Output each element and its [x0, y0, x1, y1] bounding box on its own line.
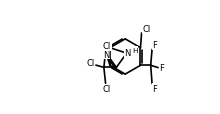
Text: F: F [152, 84, 157, 93]
Text: Cl: Cl [142, 25, 150, 34]
Text: Cl: Cl [103, 85, 111, 94]
Text: F: F [152, 41, 157, 50]
Text: N: N [103, 50, 110, 59]
Text: Cl: Cl [103, 42, 111, 51]
Text: N: N [125, 49, 131, 58]
Text: F: F [160, 63, 164, 72]
Text: H: H [132, 47, 138, 53]
Text: Cl: Cl [86, 59, 95, 68]
